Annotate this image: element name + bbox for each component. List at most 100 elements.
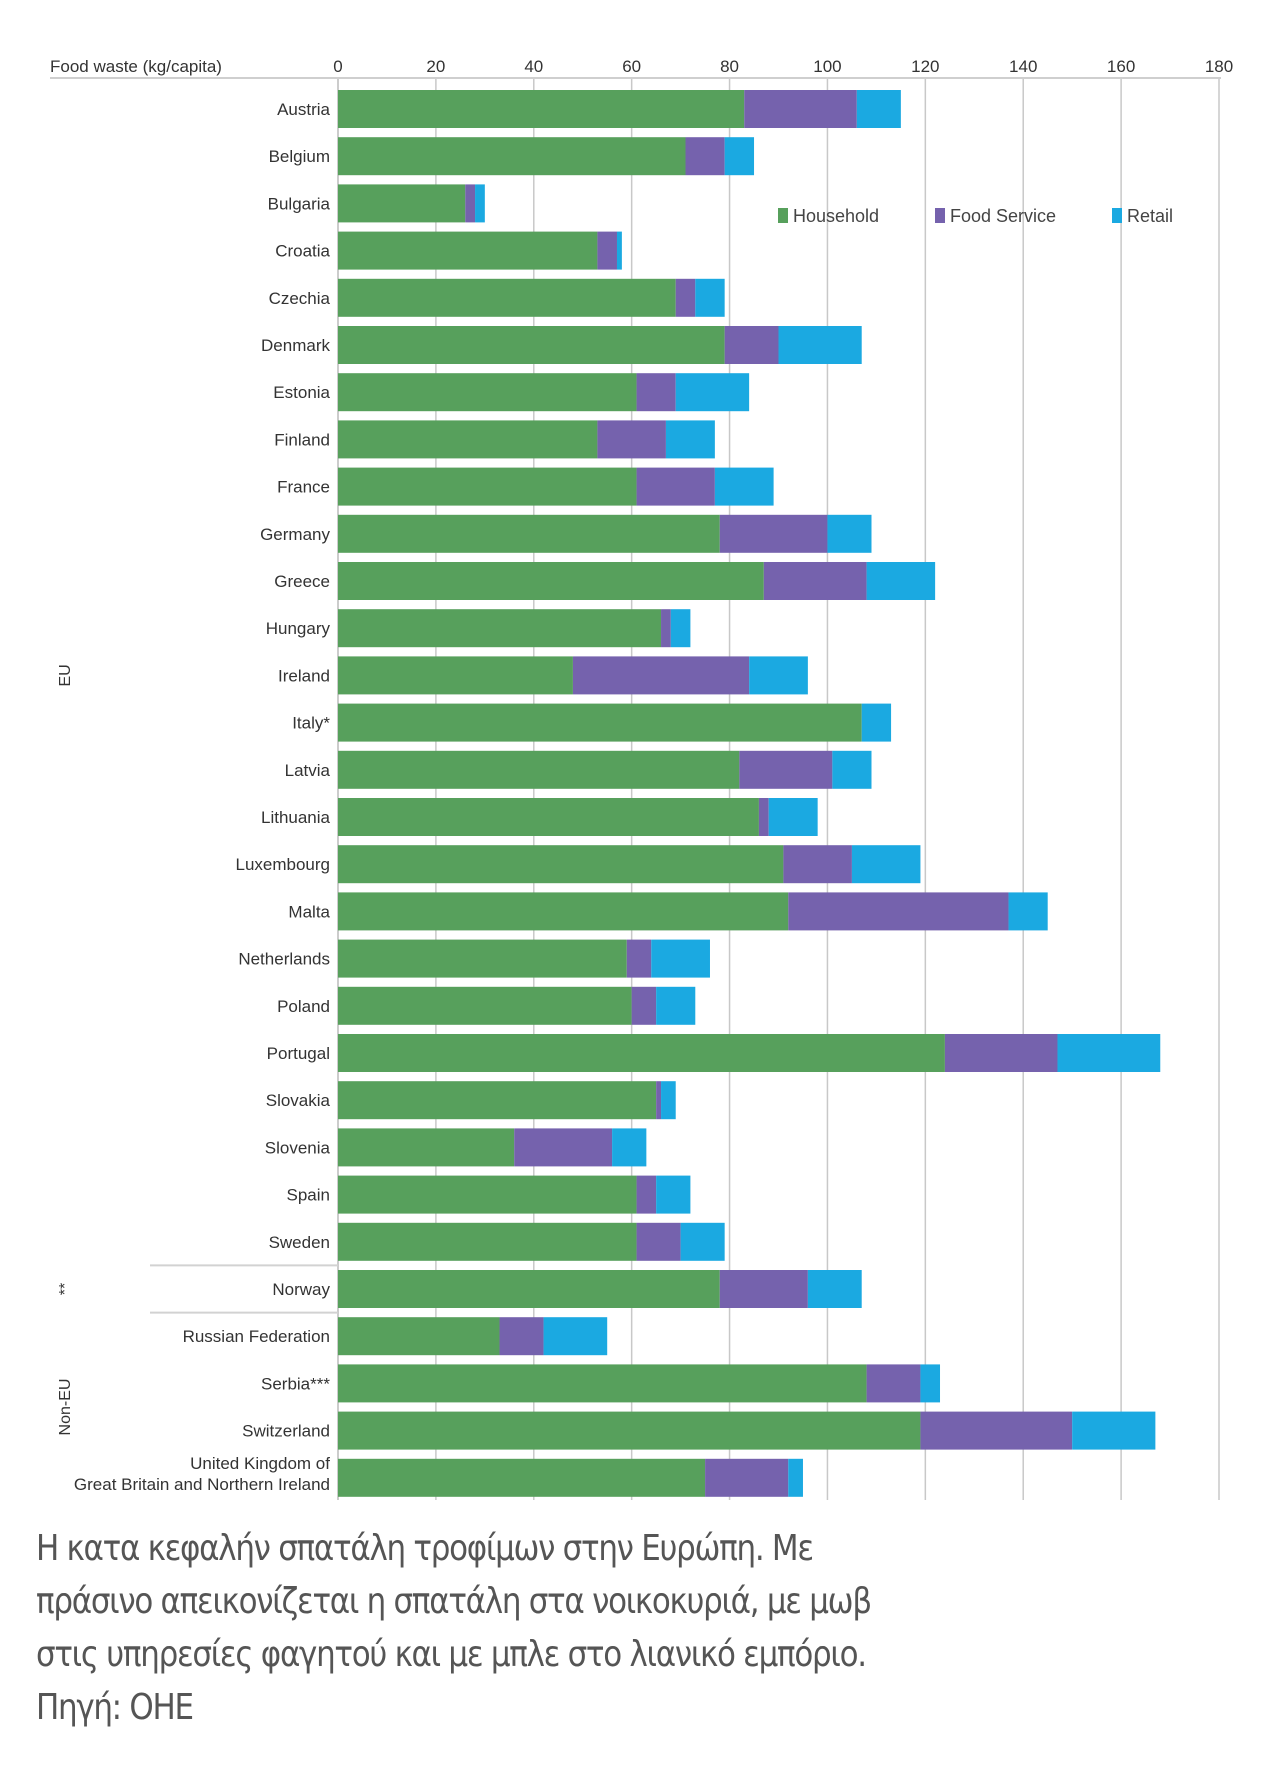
- x-tick-label: 60: [622, 57, 641, 76]
- bar-segment-household: [338, 1034, 945, 1072]
- bar-segment-household: [338, 373, 637, 412]
- bar-segment-food-service: [514, 1128, 613, 1167]
- bar-segment-retail: [866, 562, 936, 600]
- bar-segment-food-service: [944, 1034, 1058, 1072]
- bar-row: [338, 1081, 676, 1120]
- bar-segment-food-service: [739, 750, 833, 789]
- bar-row: [338, 1364, 941, 1403]
- category-label-line: United Kingdom of: [190, 1454, 330, 1473]
- bar-segment-retail: [616, 231, 622, 270]
- bar-segment-retail: [656, 1175, 691, 1214]
- bar-row: [338, 1411, 1156, 1450]
- bar-segment-retail: [680, 1222, 725, 1261]
- bar-segment-food-service: [631, 986, 657, 1025]
- bar-segment-retail: [807, 1270, 862, 1308]
- bar-row: [338, 750, 872, 789]
- legend-swatch: [1112, 208, 1122, 223]
- bar-segment-retail: [749, 656, 808, 695]
- bar-segment-retail: [788, 1458, 803, 1497]
- category-label: Lithuania: [261, 808, 331, 827]
- bar-row: [338, 609, 691, 648]
- category-label: Latvia: [285, 761, 331, 780]
- bar-segment-household: [338, 1222, 637, 1261]
- x-tick-label: 140: [1009, 57, 1037, 76]
- bar-segment-food-service: [866, 1364, 921, 1403]
- bar-segment-food-service: [920, 1411, 1073, 1450]
- bar-row: [338, 845, 921, 884]
- bar-segment-food-service: [656, 1081, 662, 1120]
- bar-segment-household: [338, 750, 740, 789]
- bar-row: [338, 1270, 862, 1308]
- category-label: France: [277, 478, 330, 497]
- bars: [338, 90, 1161, 1497]
- bar-segment-food-service: [661, 609, 671, 648]
- bar-segment-food-service: [597, 420, 666, 459]
- bar-segment-household: [338, 137, 686, 176]
- bar-segment-retail: [827, 514, 872, 553]
- group-label: **: [57, 1283, 74, 1295]
- bar-segment-household: [338, 514, 720, 553]
- bar-segment-household: [338, 1081, 657, 1120]
- bar-row: [338, 373, 750, 412]
- bar-segment-retail: [851, 845, 921, 884]
- bar-row: [338, 798, 818, 836]
- x-tick-label: 160: [1107, 57, 1135, 76]
- bar-row: [338, 184, 485, 223]
- category-labels: Austria Belgium Bulgaria Croatia Czechia Denm…: [74, 100, 331, 1494]
- bar-segment-retail: [656, 986, 696, 1025]
- legend-item: Food Service: [935, 206, 1056, 226]
- bar-segment-household: [338, 420, 598, 459]
- bar-segment-food-service: [724, 326, 779, 364]
- bar-segment-food-service: [499, 1317, 544, 1356]
- category-label: Portugal: [267, 1044, 330, 1063]
- caption-line: Η κατα κεφαλήν σπατάλη τροφίμων στην Ευρ…: [36, 1528, 814, 1569]
- bar-segment-retail: [1057, 1034, 1161, 1072]
- bar-segment-household: [338, 231, 598, 270]
- bar-segment-retail: [714, 467, 774, 506]
- bar-segment-household: [338, 656, 573, 695]
- x-tick-label: 40: [524, 57, 543, 76]
- category-label: Poland: [277, 997, 330, 1016]
- bar-segment-household: [338, 1411, 921, 1450]
- bar-segment-household: [338, 1317, 500, 1356]
- category-label: Russian Federation: [183, 1327, 330, 1346]
- category-label: Slovenia: [265, 1138, 331, 1157]
- bar-segment-retail: [1072, 1411, 1156, 1450]
- bar-row: [338, 892, 1048, 931]
- bar-segment-retail: [861, 703, 892, 742]
- category-label: Netherlands: [238, 950, 330, 969]
- bar-segment-household: [338, 1364, 867, 1403]
- category-label: Spain: [287, 1186, 330, 1205]
- bar-row: [338, 420, 715, 459]
- bar-segment-household: [338, 798, 759, 836]
- bar-row: [338, 1128, 647, 1167]
- bar-segment-food-service: [719, 514, 828, 553]
- bar-row: [338, 514, 872, 553]
- legend-item: Retail: [1112, 206, 1173, 226]
- bar-segment-food-service: [675, 278, 696, 317]
- bar-segment-household: [338, 939, 627, 978]
- bar-segment-retail: [856, 90, 901, 128]
- legend-swatch: [935, 208, 945, 223]
- x-tick-label: 80: [720, 57, 739, 76]
- bar-segment-food-service: [758, 798, 769, 836]
- category-label: Greece: [274, 572, 330, 591]
- category-label-line: Great Britain and Northern Ireland: [74, 1475, 330, 1494]
- bar-segment-food-service: [636, 1222, 681, 1261]
- bar-segment-household: [338, 1128, 515, 1167]
- bar-segment-household: [338, 184, 466, 223]
- stacked-bar-chart: Food waste (kg/capita) 0 20 40 60 80 100 120 14…: [50, 57, 1233, 1500]
- bar-row: [338, 1317, 608, 1356]
- bar-segment-retail: [675, 373, 750, 412]
- bar-row: [338, 562, 936, 600]
- bar-segment-retail: [661, 1081, 676, 1120]
- bar-segment-household: [338, 562, 764, 600]
- bar-segment-retail: [651, 939, 710, 978]
- category-label: Austria: [277, 100, 330, 119]
- bar-row: [338, 1034, 1161, 1072]
- legend-label: Food Service: [950, 206, 1056, 226]
- group-label: Non-EU: [57, 1379, 74, 1436]
- bar-segment-food-service: [788, 892, 1009, 931]
- bar-segment-retail: [832, 750, 872, 789]
- bar-segment-retail: [543, 1317, 608, 1356]
